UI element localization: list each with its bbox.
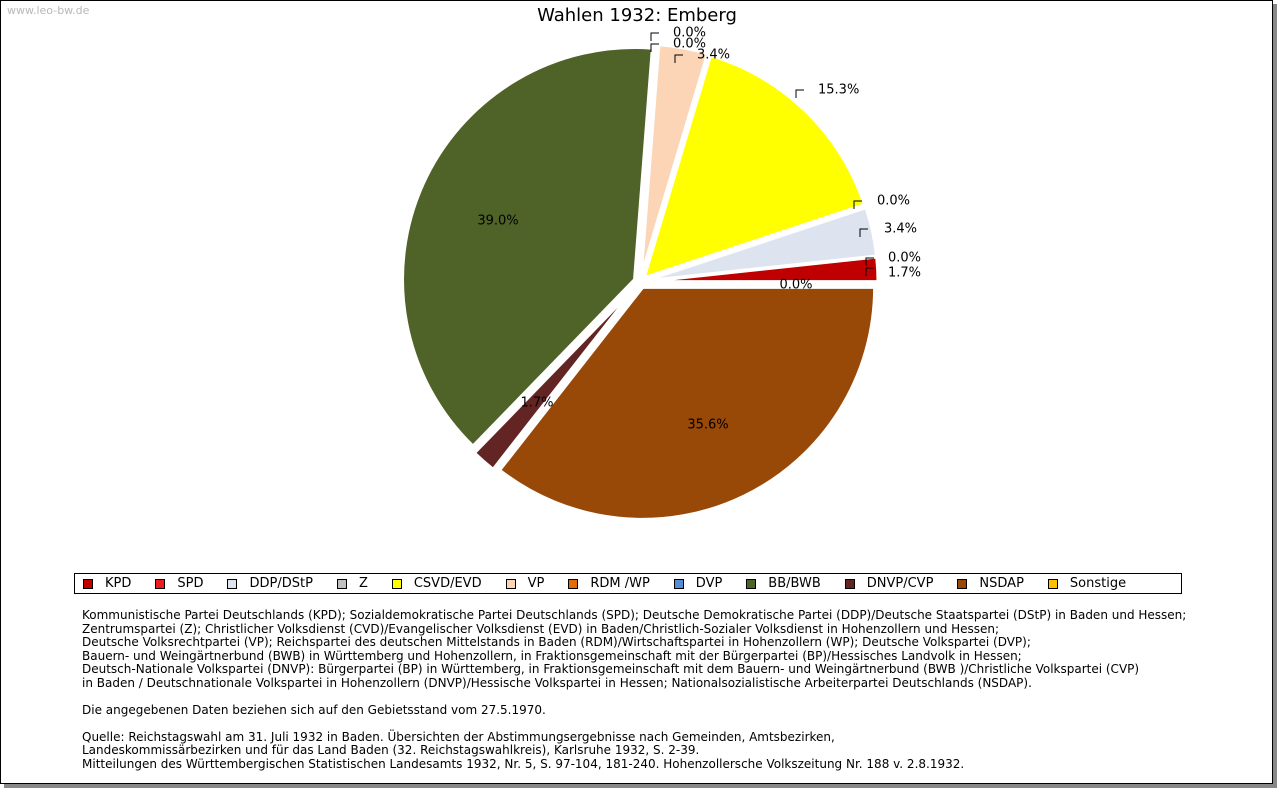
legend-item: Sonstige: [1047, 576, 1127, 591]
pie-slice: [472, 285, 638, 472]
party-note-line: Deutsch-Nationale Volkspartei (DNVP): Bü…: [82, 662, 1140, 676]
legend-item: DVP: [673, 576, 723, 591]
legend-label: Z: [358, 576, 368, 591]
legend-label: KPD: [105, 576, 132, 591]
legend-swatch: [391, 578, 402, 589]
legend-item: VP: [505, 576, 545, 591]
legend-swatch: [673, 578, 684, 589]
source-note-line: Landeskommissärbezirken und für das Land…: [82, 743, 700, 757]
slice-label: 0.0%: [673, 26, 706, 41]
label-leader-line: [859, 228, 868, 237]
slice-label: 0.0%: [877, 194, 910, 209]
label-leader-line: [650, 32, 659, 41]
pie-slice: [401, 46, 654, 449]
party-note-line: Zentrumspartei (Z); Christlicher Volksdi…: [82, 621, 1000, 636]
party-note-line: Bauern- und Weingärtnerbund (BWB) in Wür…: [82, 648, 1022, 663]
party-note-line: Deutsche Volksrechtpartei (VP); Reichspa…: [82, 635, 1031, 649]
pie-labels: 1.7%0.0%3.4%0.0%15.3%3.4%0.0%0.0%39.0%1.…: [477, 26, 921, 433]
legend-item: DDP/DStP: [227, 576, 313, 591]
territory-note: Die angegebenen Daten beziehen sich auf …: [82, 702, 546, 717]
pie-chart: Wahlen 1932: Emberg 1.7%0.0%3.4%0.0%15.3…: [401, 5, 921, 521]
pie-slice: [645, 205, 879, 283]
legend-swatch: [155, 578, 166, 589]
legend-item: SPD: [155, 576, 203, 591]
legend-label: DVP: [695, 576, 723, 591]
legend-item: NSDAP: [957, 576, 1024, 591]
legend-swatch: [227, 578, 238, 589]
legend-label: DDP/DStP: [249, 576, 313, 591]
slice-label: 0.0%: [779, 278, 812, 293]
legend-swatch: [1047, 578, 1058, 589]
pie-slice: [641, 53, 867, 281]
chart-title: Wahlen 1932: Emberg: [537, 5, 737, 26]
party-note-line: Kommunistische Partei Deutschlands (KPD)…: [82, 608, 1187, 622]
party-notes: Kommunistische Partei Deutschlands (KPD)…: [82, 608, 1187, 690]
slice-label: 35.6%: [687, 418, 728, 433]
legend: KPD SPD DDP/DStP Z CSVD/EVD VP RDM /WP DVP BB/BW…: [74, 573, 1182, 594]
notes: Kommunistische Partei Deutschlands (KPD)…: [82, 608, 1187, 772]
legend-label: RDM /WP: [590, 576, 650, 591]
source-note-line: Mitteilungen des Württembergischen Stati…: [82, 756, 965, 771]
legend-swatch: [505, 578, 516, 589]
legend-item: RDM /WP: [568, 576, 650, 591]
legend-swatch: [957, 578, 968, 589]
slice-label: 1.7%: [520, 396, 553, 411]
slice-label: 3.4%: [884, 222, 917, 237]
legend-label: SPD: [177, 576, 204, 591]
label-leader-line: [865, 267, 874, 276]
legend-item: CSVD/EVD: [391, 576, 482, 591]
slice-label: 0.0%: [673, 37, 706, 52]
legend-item: Z: [336, 576, 368, 591]
legend-swatch: [844, 578, 855, 589]
label-leader-line: [865, 257, 874, 266]
slice-label: 15.3%: [818, 83, 859, 98]
pie-slices: [401, 43, 880, 521]
legend-swatch: [568, 578, 579, 589]
legend-label: Sonstige: [1069, 576, 1127, 591]
source-note-line: Quelle: Reichstagswahl am 31. Juli 1932 …: [82, 729, 835, 744]
label-leader-line: [853, 200, 862, 209]
legend-item: DNVP/CVP: [844, 576, 934, 591]
label-leader-line: [795, 89, 804, 98]
legend-label: DNVP/CVP: [866, 576, 934, 591]
legend-item: KPD: [83, 576, 131, 591]
legend-label: CSVD/EVD: [413, 576, 482, 591]
label-leader-line: [674, 54, 683, 63]
slice-label: 0.0%: [888, 251, 921, 266]
legend-label: NSDAP: [979, 576, 1024, 591]
pie-slice: [639, 43, 710, 277]
legend-label: BB/BWB: [768, 576, 821, 591]
source-notes: Quelle: Reichstagswahl am 31. Juli 1932 …: [82, 729, 1186, 772]
legend-swatch: [83, 578, 93, 589]
slice-label: 3.4%: [697, 48, 730, 63]
label-leader-line: [650, 43, 659, 52]
legend-swatch: [336, 578, 347, 589]
pie-slice: [497, 285, 877, 521]
slice-label: 1.7%: [888, 266, 921, 281]
legend-label: VP: [527, 576, 545, 591]
party-note-line: in Baden / Deutschnationale Volkspartei …: [82, 675, 1032, 690]
watermark: www.leo-bw.de: [7, 4, 90, 17]
legend-swatch: [746, 578, 757, 589]
slice-label: 39.0%: [477, 214, 518, 229]
legend-item: BB/BWB: [746, 576, 821, 591]
